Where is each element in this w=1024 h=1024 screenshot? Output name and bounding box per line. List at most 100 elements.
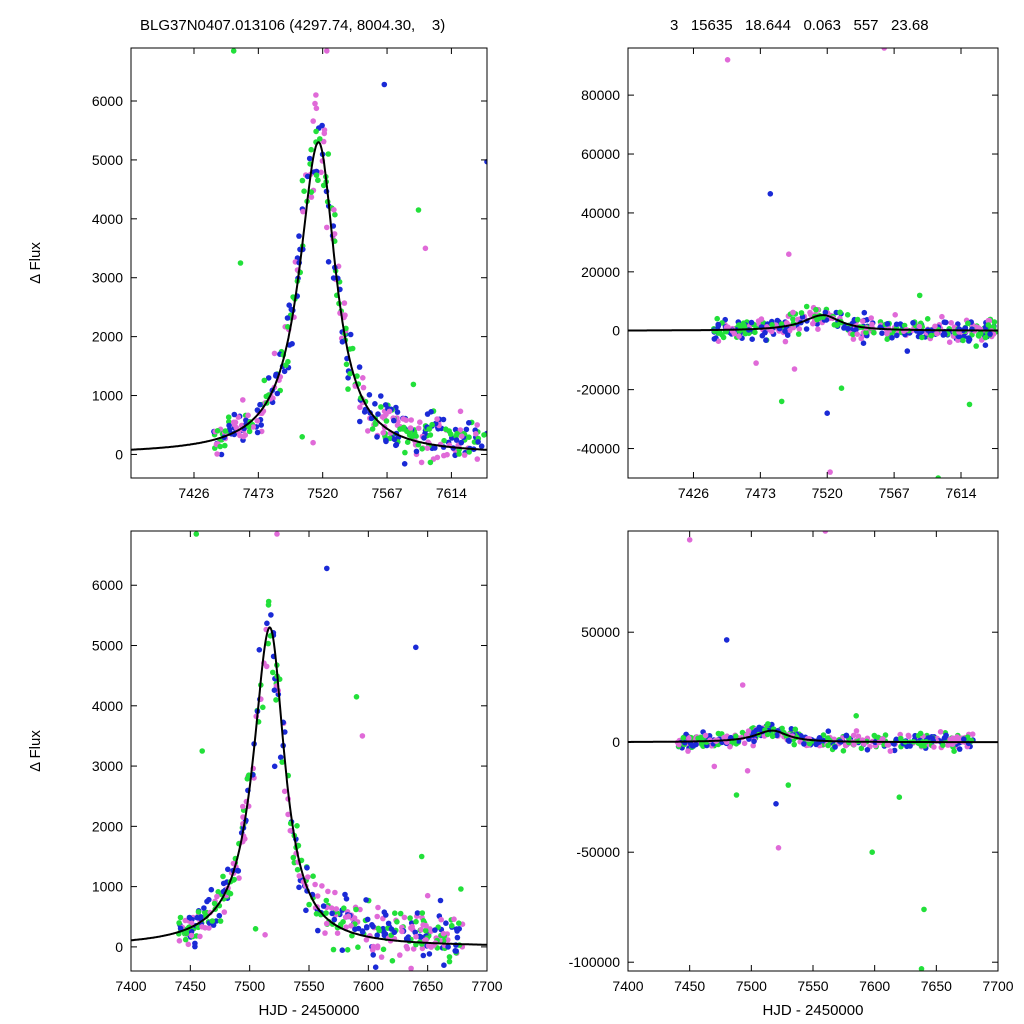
data-point (889, 335, 895, 341)
x-tick-label: 7567 (371, 485, 402, 501)
data-point (366, 392, 373, 398)
data-point (322, 930, 328, 936)
data-point (441, 962, 447, 968)
data-point (453, 948, 460, 954)
data-point (201, 905, 207, 911)
data-point (686, 735, 692, 741)
data-point (426, 951, 433, 957)
data-point (331, 231, 338, 237)
data-point (831, 322, 838, 328)
data-point (475, 439, 481, 445)
data-point (434, 416, 440, 422)
data-point (778, 398, 785, 405)
data-point (381, 81, 388, 88)
data-point (372, 421, 379, 427)
data-point (413, 448, 420, 455)
x-axis-title: HJD - 2450000 (763, 1002, 864, 1019)
data-point (863, 329, 869, 336)
x-tick-label: 7650 (412, 978, 443, 994)
data-point (945, 742, 951, 748)
data-point (853, 713, 859, 719)
y-axis-title: Δ Flux (27, 242, 44, 284)
data-point (334, 930, 341, 936)
chart-panels: 7426 7473 7520 7567 7614 0 1000 2000 3000 4000 500… (27, 47, 1014, 1019)
data-point (199, 748, 205, 754)
data-point (419, 910, 426, 916)
data-point (209, 918, 216, 924)
data-point (864, 747, 871, 753)
x-tick-label: 7614 (945, 485, 976, 501)
data-point (978, 330, 984, 337)
data-point (409, 923, 415, 930)
data-point (943, 732, 949, 739)
data-point (941, 331, 948, 338)
data-point (296, 884, 302, 891)
data-point (868, 315, 874, 321)
data-point (237, 260, 244, 266)
data-point (374, 434, 380, 440)
data-point (301, 188, 307, 194)
data-point (445, 937, 451, 943)
data-point (783, 320, 790, 326)
chart-panel-bottom-right: 7400 7450 7500 7550 7600 7650 7700 -100000 -5000… (569, 530, 1014, 1019)
data-point (271, 350, 278, 357)
data-point (985, 322, 992, 328)
data-point (333, 906, 340, 912)
data-point (323, 897, 330, 904)
data-point (214, 428, 221, 434)
data-point (481, 432, 487, 438)
data-point (197, 933, 203, 940)
x-tick-label: 7450 (674, 978, 705, 994)
data-point (257, 401, 263, 408)
data-point (779, 725, 785, 732)
data-point (372, 401, 378, 407)
data-point (240, 397, 246, 403)
data-point (854, 331, 860, 338)
data-point (892, 312, 898, 318)
data-point (840, 748, 847, 754)
data-point (778, 321, 785, 327)
data-point (313, 911, 320, 917)
data-point (414, 910, 421, 916)
data-point (225, 866, 231, 873)
x-tick-label: 7600 (353, 978, 384, 994)
data-point (825, 728, 832, 734)
data-point (937, 729, 944, 735)
data-point (751, 738, 757, 745)
data-point (281, 788, 288, 795)
data-point (408, 417, 415, 423)
data-point (752, 329, 758, 336)
y-tick-label: 2000 (92, 818, 123, 834)
data-point (211, 900, 218, 907)
data-point (773, 801, 779, 807)
data-point (325, 888, 331, 895)
data-point (898, 735, 904, 742)
data-point (861, 309, 868, 316)
data-point (871, 329, 877, 336)
data-point (901, 322, 908, 329)
data-point (954, 734, 960, 740)
data-point (904, 348, 911, 354)
data-point (230, 48, 237, 54)
data-point (308, 146, 315, 153)
y-tick-label: 0 (115, 939, 123, 955)
data-point (695, 735, 701, 742)
data-point (254, 418, 261, 424)
data-point (415, 207, 422, 213)
data-point (987, 331, 993, 337)
data-point (345, 913, 352, 919)
data-point (308, 194, 315, 200)
data-point (331, 207, 337, 213)
data-point (491, 363, 497, 369)
data-point (235, 867, 241, 874)
data-point (330, 946, 337, 953)
data-point (686, 537, 693, 543)
data-point (858, 745, 865, 752)
data-point (905, 732, 912, 739)
data-point (271, 687, 278, 693)
data-point (294, 823, 300, 829)
data-point (217, 918, 224, 924)
data-point (176, 938, 183, 944)
x-tick-label: 7473 (243, 485, 274, 501)
data-point (790, 324, 797, 331)
